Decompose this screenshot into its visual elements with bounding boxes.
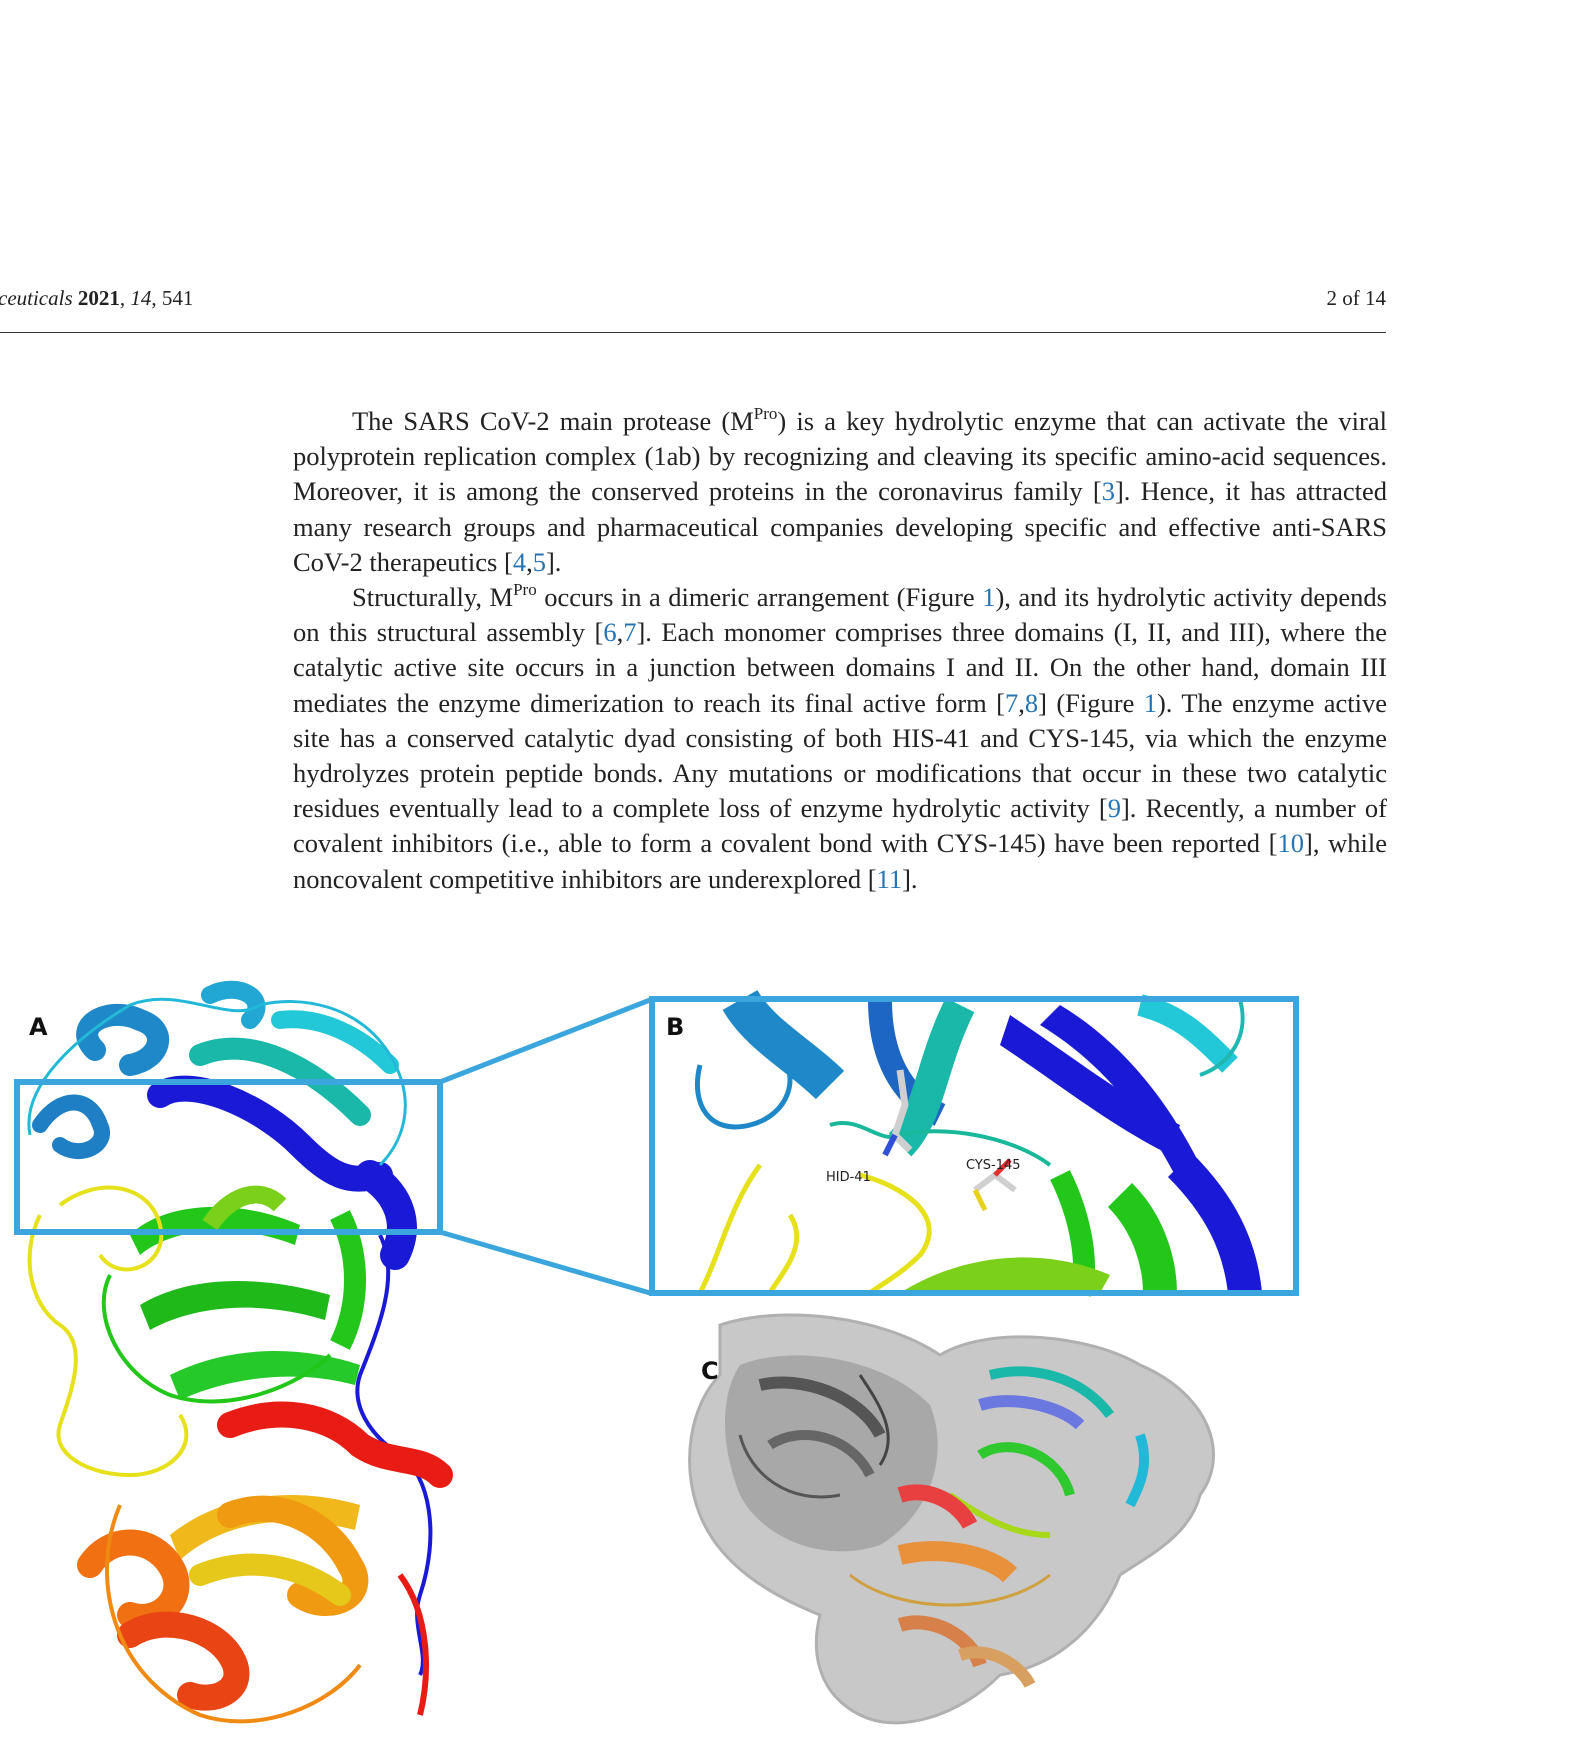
citation-link[interactable]: 10 [1277,828,1305,859]
text-run: ], while noncovalent competitive inhibit… [293,828,1387,894]
citation-link[interactable]: 1 [1143,687,1157,718]
text-run: ]. Hence, it has attracted many research… [293,476,1387,577]
figure-graphic: HID-41 CYS-145 [14,980,1299,1725]
text-run: ]. [902,863,918,894]
header-rule [0,332,1386,333]
citation-link[interactable]: 5 [532,546,546,577]
citation-link[interactable]: 7 [623,617,637,648]
citation-link[interactable]: 11 [876,863,903,894]
text-run: , [1018,687,1025,718]
superscript: Pro [753,404,778,423]
paragraph: The SARS CoV-2 main protease (MPro) is a… [293,404,1387,580]
text-run: occurs in a dimeric arrangement (Figure [536,582,983,613]
citation-link[interactable]: 6 [603,617,617,648]
journal-volume: 14 [130,286,152,310]
text-run: ]. Each monomer comprises three domains … [293,617,1388,718]
text-run: ). The enzyme active site has a conserve… [293,687,1387,824]
zoom-connector-top [439,997,651,1085]
citation-link[interactable]: 3 [1101,476,1115,507]
zoom-connector-bottom [439,1229,651,1296]
text-run: The SARS CoV-2 main protease (M [352,406,754,436]
residue-label-his41: HID-41 [826,1170,871,1185]
citation-link[interactable]: 1 [982,582,996,613]
citation-link[interactable]: 8 [1024,687,1039,718]
text-run: ]. [545,546,562,577]
superscript: Pro [513,580,537,600]
paragraph: Structurally, MPro occurs in a dimeric a… [293,580,1387,897]
text-run: ) is a key hydrolytic enzyme that can ac… [293,406,1387,507]
zoom-region-frame [14,1079,443,1235]
panel-a-label: A [29,1013,48,1041]
journal-name: ceuticals [0,286,73,310]
text-run: ] (Figure [1038,687,1144,718]
citation-link[interactable]: 9 [1107,793,1121,824]
journal-year: 2021 [77,286,120,310]
panel-c-dimer-surface [688,1313,1215,1725]
panel-b-label: B [666,1013,685,1041]
panel-c-label: C [701,1357,719,1385]
residue-label-cys145: CYS-145 [966,1158,1021,1173]
panel-b-frame [649,996,1299,1296]
figure-1: HID-41 CYS-145 A B C [0,975,1576,1739]
running-header: ceuticals 2021, 14, 541 2 of 14 [0,286,1386,326]
text-run: Structurally, M [352,582,514,613]
text-run: ), and its hydrolytic activity depends o… [293,582,1387,648]
journal-citation: ceuticals 2021, 14, 541 [0,286,194,310]
page-number: 2 of 14 [1326,286,1387,310]
text-run: , [616,617,624,648]
panel-a-protein [27,980,453,1724]
citation-link[interactable]: 4 [512,546,527,577]
body-text: The SARS CoV-2 main protease (MPro) is a… [293,404,1387,897]
text-run: , [526,546,533,577]
panel-b-active-site: HID-41 CYS-145 [652,989,1296,1297]
article-number: 541 [161,286,194,310]
text-run: ]. Recently, a number of covalent inhibi… [293,793,1387,859]
citation-link[interactable]: 7 [1004,687,1019,718]
